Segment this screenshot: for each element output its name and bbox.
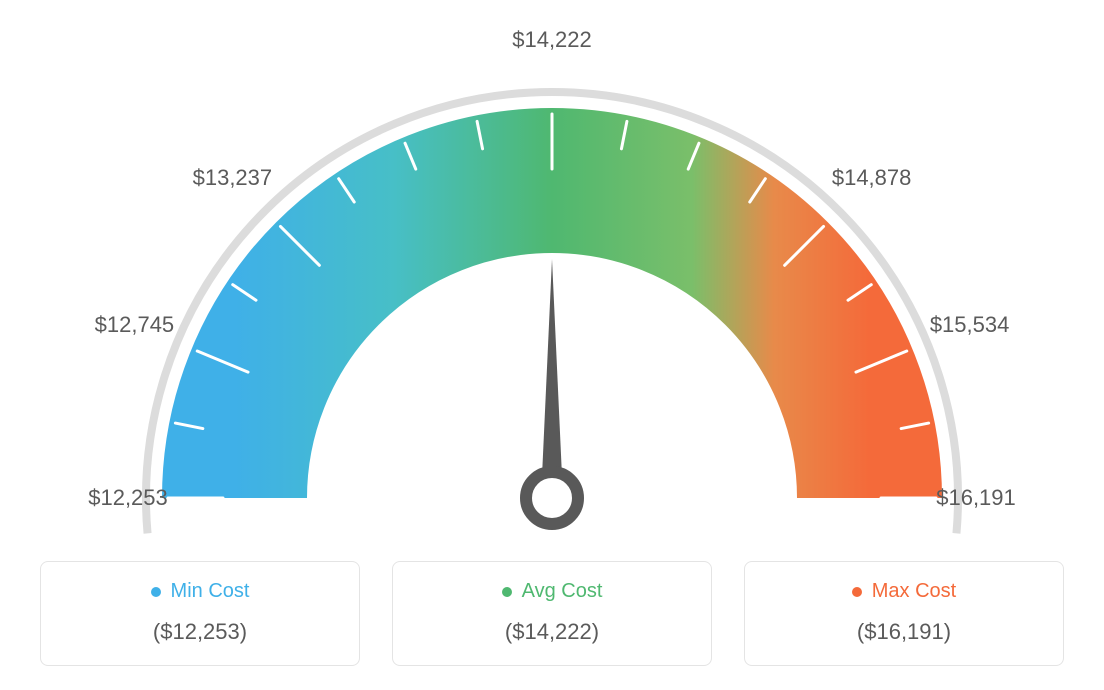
min-cost-label: Min Cost xyxy=(171,580,250,603)
gauge-tick-label: $14,878 xyxy=(832,165,912,191)
gauge-tick-label: $12,253 xyxy=(88,485,168,511)
summary-cards: Min Cost ($12,253) Avg Cost ($14,222) Ma… xyxy=(40,561,1064,666)
max-cost-value: ($16,191) xyxy=(755,619,1053,645)
max-cost-dot xyxy=(852,587,862,597)
avg-cost-dot xyxy=(502,587,512,597)
min-cost-card: Min Cost ($12,253) xyxy=(40,561,360,666)
gauge-area: $12,253 $12,745 $13,237 $14,222 $14,878 $15,5… xyxy=(0,0,1104,546)
avg-cost-label: Avg Cost xyxy=(522,580,603,603)
gauge-tick-label: $13,237 xyxy=(193,165,273,191)
avg-cost-value: ($14,222) xyxy=(403,619,701,645)
min-cost-value: ($12,253) xyxy=(51,619,349,645)
min-cost-header: Min Cost xyxy=(151,580,250,603)
gauge-tick-label: $15,534 xyxy=(930,312,1010,338)
gauge-tick-label: $12,745 xyxy=(95,312,175,338)
gauge-svg xyxy=(0,0,1104,546)
max-cost-label: Max Cost xyxy=(872,580,956,603)
max-cost-card: Max Cost ($16,191) xyxy=(744,561,1064,666)
gauge-tick-label: $14,222 xyxy=(512,27,592,53)
avg-cost-card: Avg Cost ($14,222) xyxy=(392,561,712,666)
gauge-tick-label: $16,191 xyxy=(936,485,1016,511)
max-cost-header: Max Cost xyxy=(852,580,956,603)
gauge-chart-container: $12,253 $12,745 $13,237 $14,222 $14,878 $15,5… xyxy=(0,0,1104,690)
avg-cost-header: Avg Cost xyxy=(502,580,603,603)
min-cost-dot xyxy=(151,587,161,597)
